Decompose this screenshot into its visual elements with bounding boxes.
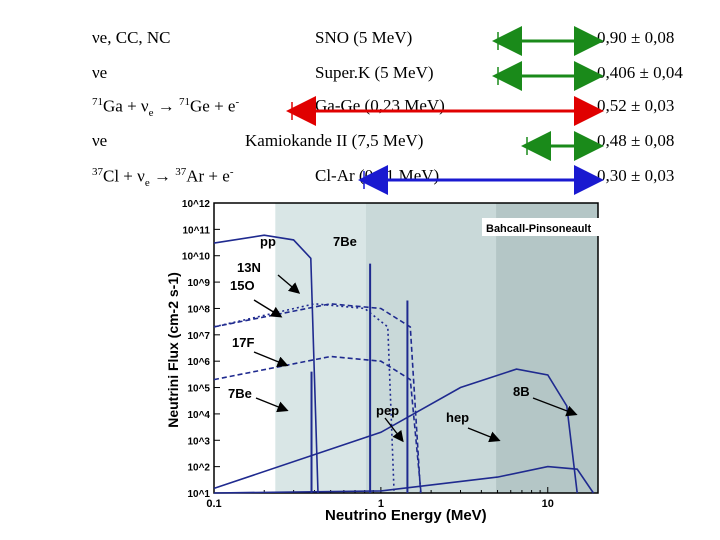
series-15O <box>213 302 422 494</box>
reaction-arrow-icon: → <box>157 96 175 116</box>
series-17F <box>213 355 422 494</box>
y-tick-label: 10^11 <box>182 225 210 236</box>
annotation-arrow <box>253 299 283 318</box>
row-2-ratio: 0,52 ± 0,03 <box>597 96 675 115</box>
y-tick-label: 10^7 <box>187 331 210 342</box>
row-4-ratio: 0,30 ± 0,03 <box>597 166 675 185</box>
y-tick-label: 10^5 <box>187 384 210 395</box>
y-axis-label: Neutrini Flux (cm-2 s-1) <box>165 272 181 428</box>
y-tick-label: 10^2 <box>187 463 210 474</box>
series-label: hep <box>446 410 469 425</box>
x-axis-label: Neutrino Energy (MeV) <box>325 507 487 524</box>
row-0-ratio: 0,90 ± 0,08 <box>597 28 675 47</box>
y-tick-label: 10^3 <box>187 436 210 447</box>
row-0-label: νe, CC, NC <box>92 28 171 47</box>
series-label: 13N <box>237 260 261 275</box>
row-1-detector: Super.K (5 MeV) <box>315 63 434 82</box>
row-0-detector: SNO (5 MeV) <box>315 28 413 47</box>
row-1-label: νe <box>92 63 108 82</box>
series-label: pp <box>260 234 276 249</box>
annotation-arrow <box>467 427 501 443</box>
annotation-arrow <box>253 351 289 368</box>
x-tick-label: 0.1 <box>206 498 221 510</box>
annotation-arrow <box>532 397 578 417</box>
plot-frame <box>213 202 599 494</box>
y-tick-label: 10^10 <box>182 252 211 263</box>
series-label: pep <box>376 403 399 418</box>
series-label: 17F <box>232 335 254 350</box>
series-pp <box>213 234 319 494</box>
series-hep <box>213 465 595 494</box>
y-tick-label: 10^6 <box>187 357 210 368</box>
y-tick-label: 10^9 <box>187 278 210 289</box>
x-tick-label: 10 <box>542 498 554 510</box>
chart-title: Bahcall-Pinsoneault <box>486 223 591 235</box>
row-1-ratio: 0,406 ± 0,04 <box>597 63 683 82</box>
reaction-arrow-icon: → <box>153 166 171 186</box>
x-tick-label: 1 <box>378 498 384 510</box>
detector-threshold-region <box>496 203 598 493</box>
y-tick-label: 10^8 <box>187 304 210 315</box>
annotation-arrow <box>384 417 404 443</box>
row-4-reaction: 37Cl + νe → 37Ar + e- <box>92 166 234 190</box>
series-label: 15O <box>230 278 255 293</box>
y-tick-label: 10^4 <box>187 410 210 421</box>
y-tick-label: 10^12 <box>182 199 211 210</box>
row-3-label: νe <box>92 131 108 150</box>
y-tick-label: 10^1 <box>187 489 210 500</box>
row-2-reaction: 71Ga + νe → 71Ge + e- <box>92 96 240 120</box>
annotation-arrow <box>255 397 289 413</box>
row-3-ratio: 0,48 ± 0,08 <box>597 131 675 150</box>
annotation-arrow <box>277 274 301 294</box>
row-3-detector: Kamiokande II (7,5 MeV) <box>245 131 424 150</box>
series-label: 7Be <box>228 386 252 401</box>
series-label: 7Be <box>333 234 357 249</box>
series-label: 8B <box>513 384 530 399</box>
legend-box <box>482 218 610 236</box>
